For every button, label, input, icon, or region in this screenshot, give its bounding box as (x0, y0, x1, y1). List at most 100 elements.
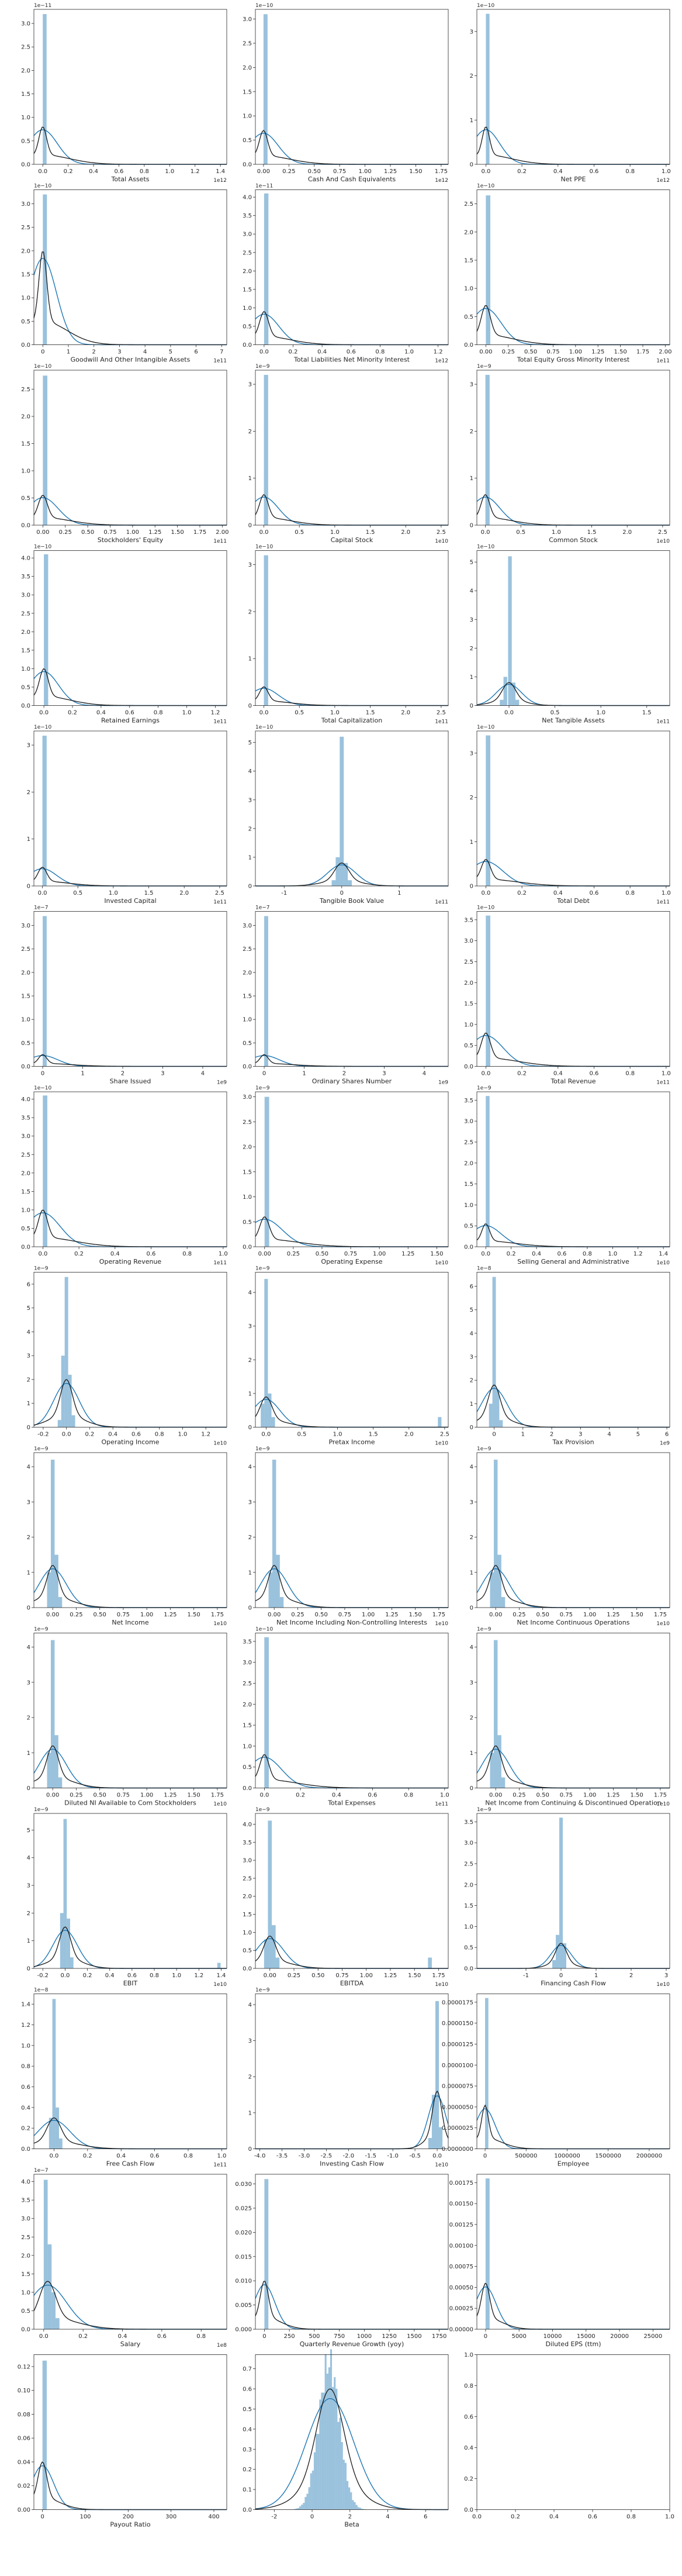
axes-frame (33, 1272, 227, 1427)
histogram-bar (515, 699, 520, 706)
axes-frame (255, 1994, 449, 2149)
x-tick-label: 0.6 (590, 168, 599, 175)
x-tick-label: -2.0 (343, 2153, 355, 2160)
x-tick-label: 0.4 (553, 890, 563, 896)
x-tick-label: 0.5 (295, 529, 304, 536)
subplot-14: -1 0 1 0 1 2 3 4 5 1e−10 1e11 Tangible Book Value (248, 725, 449, 905)
y-tick-label: 0 (27, 1966, 30, 1972)
histogram-bar (295, 2508, 297, 2510)
histogram-bar (492, 1277, 496, 1427)
subplot-15: 0.0 0.2 0.4 0.6 0.8 1.0 0 1 2 3 1e−10 1e11 Total Deb… (470, 725, 671, 905)
y-tick-label: 0.0 (21, 703, 30, 709)
axes-frame (33, 2354, 227, 2510)
y-offset-label: 1e−10 (477, 725, 495, 730)
histogram-bar (47, 2244, 52, 2329)
subplot-19: 0.0 0.2 0.4 0.6 0.8 1.0 0.0 0.5 1.0 1.5 2.0 2.5 3.0 3… (21, 1085, 228, 1266)
y-tick-label: 5 (27, 1305, 30, 1312)
kde-curve-black (33, 1565, 227, 1608)
kde-curve-black (255, 1396, 448, 1428)
y-tick-label: 0.0 (243, 1966, 252, 1972)
y-tick-label: 0 (27, 884, 30, 890)
kde-curve-black (33, 251, 227, 346)
x-tick-label: 0.8 (184, 2153, 193, 2160)
y-tick-label: 1.5 (243, 1169, 252, 1175)
kde-curve-blue (255, 1568, 448, 1608)
x-tick-label: 1.75 (636, 349, 649, 356)
y-tick-label: 0.020 (235, 2230, 252, 2236)
subplot-37: 0.0 0.2 0.4 0.6 0.8 0.0 0.5 1.0 1.5 2.0 2.5 3.0 3.5 4… (21, 2168, 227, 2349)
y-tick-label: 0.2 (21, 2126, 30, 2132)
y-tick-label: 2.0 (243, 1144, 252, 1151)
histogram-bar (339, 2418, 341, 2510)
y-tick-label: 2.0 (464, 980, 473, 987)
histogram-bar (297, 2508, 300, 2510)
y-tick-label: 1.5 (243, 994, 252, 1000)
y-tick-label: 0 (248, 703, 252, 709)
x-tick-label: 1.4 (659, 1251, 668, 1257)
histogram-bar (56, 2318, 60, 2329)
histogram-bar (43, 375, 48, 525)
x-tick-label: 500 (309, 2333, 320, 2340)
x-tick-label: 500000 (515, 2153, 537, 2160)
y-tick-label: 0.5 (243, 1219, 252, 1226)
y-tick-label: 0 (248, 523, 252, 529)
y-tick-label: 2 (470, 646, 473, 652)
x-axis-label: Total Capitalization (321, 717, 382, 725)
y-tick-label: 0.0000000 (442, 2146, 473, 2153)
y-tick-label: 0.0 (243, 162, 252, 168)
histogram-bar (335, 857, 340, 886)
kde-curve-blue (33, 1055, 227, 1067)
y-tick-label: 0.12 (18, 2364, 30, 2370)
y-tick-label: 4 (27, 1329, 30, 1336)
histogram-bar (52, 1999, 56, 2149)
y-tick-label: 2.5 (21, 387, 30, 393)
histogram-bar (50, 1460, 55, 1608)
axes-frame (476, 1813, 670, 1969)
x-tick-label: 1.00 (362, 1612, 375, 1618)
x-tick-label: 0 (262, 2333, 266, 2340)
histogram-bar (58, 1596, 63, 1608)
x-axis-label: Cash And Cash Equivalents (308, 175, 396, 183)
axes-frame (476, 911, 670, 1067)
y-tick-label: 0.10 (18, 2388, 30, 2394)
y-tick-label: 5 (27, 1827, 30, 1834)
y-tick-label: 0.0 (464, 1244, 473, 1251)
x-tick-label: 4 (423, 1071, 426, 1077)
y-tick-label: 3.0 (464, 1119, 473, 1125)
axes-frame (476, 1994, 670, 2149)
x-offset-label: 1e10 (656, 1621, 670, 1627)
y-tick-label: 0.0 (21, 523, 30, 529)
axes-frame (33, 911, 227, 1067)
subplot-7: 0.00 0.25 0.50 0.75 1.00 1.25 1.50 1.75 2.00 0.0 0… (21, 364, 229, 544)
histogram-bar (264, 375, 268, 525)
x-tick-label: 0.00 (258, 1251, 271, 1257)
y-tick-label: 0 (470, 523, 473, 529)
y-tick-label: 2 (27, 1377, 30, 1383)
kde-curve-black (255, 1054, 448, 1067)
axes-frame (33, 550, 227, 706)
y-tick-label: 2.0 (464, 1882, 473, 1888)
x-tick-label: 0.2 (83, 1972, 92, 1979)
x-offset-label: 1e12 (213, 178, 227, 184)
x-tick-label: 0.75 (117, 1612, 130, 1618)
x-tick-label: 0.8 (196, 2333, 206, 2340)
y-tick-label: 1.0 (21, 2289, 30, 2296)
y-tick-label: 0.1 (243, 2487, 252, 2494)
kde-curve-black (33, 867, 227, 887)
x-tick-label: 2.5 (437, 529, 446, 536)
y-tick-label: 1 (27, 1938, 30, 1944)
kde-curve-blue (477, 1944, 670, 1969)
y-offset-label: 1e−10 (255, 1627, 274, 1633)
x-tick-label: 1.0 (662, 168, 671, 175)
x-tick-label: 300 (165, 2514, 176, 2520)
x-axis-label: Total Expenses (327, 1799, 376, 1807)
y-tick-label: 3.0 (243, 923, 252, 929)
x-tick-label: 15000 (577, 2333, 596, 2340)
x-tick-label: 0.0 (481, 529, 490, 536)
axes-frame (255, 730, 449, 887)
x-axis-label: Operating Income (102, 1439, 160, 1446)
y-tick-label: 1.5 (243, 89, 252, 95)
kde-curve-blue (476, 2286, 670, 2330)
x-tick-label: 2.5 (215, 890, 224, 896)
x-axis-label: Selling General and Administrative (517, 1258, 629, 1265)
